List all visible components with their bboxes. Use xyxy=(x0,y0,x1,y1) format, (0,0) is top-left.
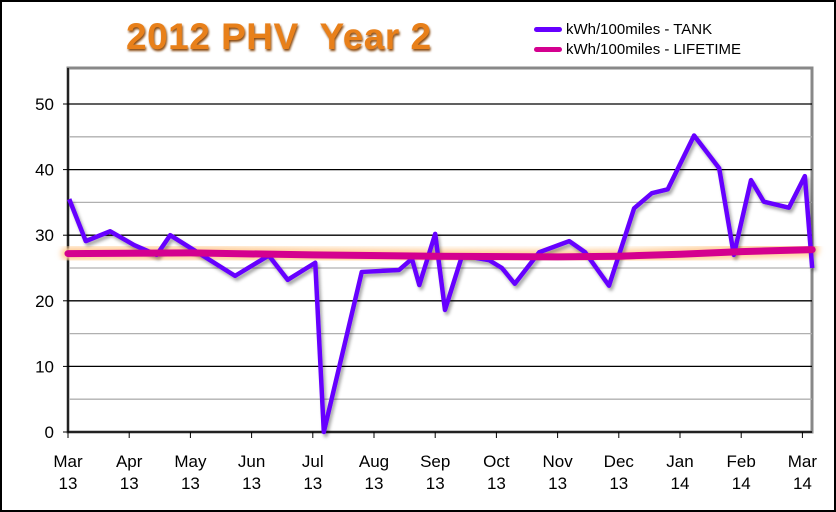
x-tick-label: Apr xyxy=(116,452,143,471)
legend-item-lifetime: kWh/100miles - LIFETIME xyxy=(534,41,741,58)
y-tick-label: 0 xyxy=(45,423,54,442)
x-tick-label: Jul xyxy=(302,452,324,471)
legend-label-lifetime: kWh/100miles - LIFETIME xyxy=(566,41,742,58)
x-tick-label: 13 xyxy=(487,474,506,493)
x-tick-label: 13 xyxy=(426,474,445,493)
x-tick-label: Jan xyxy=(666,452,693,471)
x-tick-label: Oct xyxy=(483,452,510,471)
x-tick-label: Sep xyxy=(420,452,450,471)
x-tick-label: 13 xyxy=(242,474,261,493)
y-tick-label: 50 xyxy=(35,95,54,114)
x-tick-label: Mar xyxy=(788,452,818,471)
x-tick-label: 13 xyxy=(181,474,200,493)
legend-swatch-tank xyxy=(534,27,562,32)
x-tick-label: 13 xyxy=(120,474,139,493)
x-tick-label: Dec xyxy=(604,452,635,471)
x-tick-label: 14 xyxy=(732,474,751,493)
x-tick-label: 13 xyxy=(303,474,322,493)
x-tick-label: Mar xyxy=(53,452,83,471)
x-tick-label: 13 xyxy=(365,474,384,493)
chart-title: 2012 PHV Year 2 xyxy=(126,16,432,57)
x-tick-label: 13 xyxy=(609,474,628,493)
legend-item-tank: kWh/100miles - TANK xyxy=(534,21,712,38)
legend-label-tank: kWh/100miles - TANK xyxy=(566,21,713,38)
x-tick-label: Aug xyxy=(359,452,389,471)
x-tick-label: May xyxy=(174,452,207,471)
x-tick-label: 14 xyxy=(671,474,690,493)
y-tick-label: 20 xyxy=(35,292,54,311)
x-tick-label: 13 xyxy=(59,474,78,493)
legend-swatch-lifetime xyxy=(534,47,562,52)
y-tick-label: 30 xyxy=(35,226,54,245)
x-tick-label: 14 xyxy=(793,474,812,493)
y-tick-label: 40 xyxy=(35,161,54,180)
x-tick-label: 13 xyxy=(548,474,567,493)
x-tick-label: Feb xyxy=(727,452,756,471)
x-tick-label: Jun xyxy=(238,452,265,471)
x-tick-label: Nov xyxy=(542,452,573,471)
y-tick-label: 10 xyxy=(35,357,54,376)
